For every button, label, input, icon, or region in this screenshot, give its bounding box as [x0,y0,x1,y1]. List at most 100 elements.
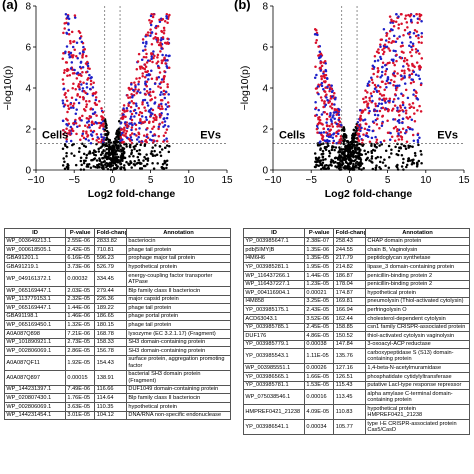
significant-point [413,120,417,123]
significant-point [365,132,369,135]
pvalue-cell: 0.00015 [65,369,96,386]
significant-point [397,97,400,100]
significant-point [100,115,103,118]
significant-point [150,31,154,34]
significant-point [416,138,420,142]
data-point [387,144,391,148]
significant-point [335,142,338,145]
data-point [120,166,123,169]
data-point [358,161,362,165]
significant-point [145,33,148,36]
significant-point [86,60,89,64]
significant-point [127,96,130,100]
data-point [118,160,122,163]
data-point [349,147,352,150]
significant-point [412,14,416,18]
fold-change-cell: 217.79 [333,253,367,264]
significant-point [63,22,66,25]
annotation-cell: penicillin-binding protein 2 [365,279,470,290]
significant-point [88,87,92,91]
data-point [94,150,97,154]
data-point [137,158,141,162]
significant-point [86,64,90,68]
data-point [370,151,374,155]
significant-point [373,59,377,63]
column-header: Fold-change [94,228,128,238]
significant-point [97,121,101,125]
significant-point [72,82,75,86]
data-point [132,163,136,166]
significant-point [158,18,161,22]
significant-point [388,37,391,40]
data-point [140,167,144,170]
annotation-cell: bacterial SH3 domain protein (Fragment) [126,369,231,386]
data-point [116,134,119,138]
significant-point [393,93,397,96]
significant-point [320,75,324,78]
id-cell: WP_002806069.1 [4,346,67,356]
significant-point [394,40,398,44]
data-point [87,162,91,166]
significant-point [141,99,145,102]
table-row: YP_003986565.1 1.66E-05 126.51 phosphatidat… [243,371,470,382]
significant-point [323,100,326,104]
x-tick-label: 5 [385,175,391,186]
id-cell: A0A087Q897 [4,369,67,386]
significant-point [163,70,166,73]
data-point [61,147,65,150]
significant-point [314,41,318,45]
significant-point [144,56,148,59]
data-point [100,162,103,165]
data-point [135,149,139,153]
significant-point [418,67,421,70]
significant-point [396,72,399,75]
annotation-cell: csn1 family CRISPR-associated protein [365,322,470,333]
significant-point [399,131,403,134]
data-point [352,138,355,142]
significant-point [159,50,162,53]
significant-point [388,138,392,141]
y-tick-label: 6 [262,43,268,54]
significant-point [408,44,411,47]
significant-point [85,86,89,89]
data-point [404,147,408,150]
significant-point [403,28,407,32]
significant-point [320,64,324,68]
data-point [401,161,405,165]
significant-point [336,132,340,136]
significant-point [153,113,157,117]
significant-point [153,82,157,85]
significant-point [316,122,320,126]
data-point [77,150,81,154]
significant-point [137,107,141,110]
significant-point [156,36,160,40]
data-point [70,152,73,155]
significant-point [384,72,387,76]
data-point [62,157,65,160]
significant-point [385,45,389,48]
data-point [375,164,378,167]
id-cell: WP_065169450.1 [4,320,67,330]
significant-point [379,140,383,144]
significant-point [164,62,167,65]
significant-point [315,38,318,42]
significant-point [393,63,396,67]
annotation-cell: Blp family class II bacteriocin [126,393,231,403]
data-point [91,151,95,155]
data-point [165,159,169,163]
fold-change-cell: 186.65 [94,311,128,322]
data-point [154,144,157,147]
significant-point [135,138,139,141]
significant-point [379,45,382,48]
data-point [378,166,381,169]
data-point [61,164,65,167]
significant-point [385,34,388,38]
pvalue-cell: 3.73E-06 [65,262,96,272]
significant-point [314,87,318,90]
data-point [328,154,331,158]
data-point [139,143,142,147]
annotation-cell: lipase_3 domain-containing protein [365,262,470,272]
significant-point [78,85,81,89]
significant-point [134,85,137,89]
significant-point [145,74,149,77]
